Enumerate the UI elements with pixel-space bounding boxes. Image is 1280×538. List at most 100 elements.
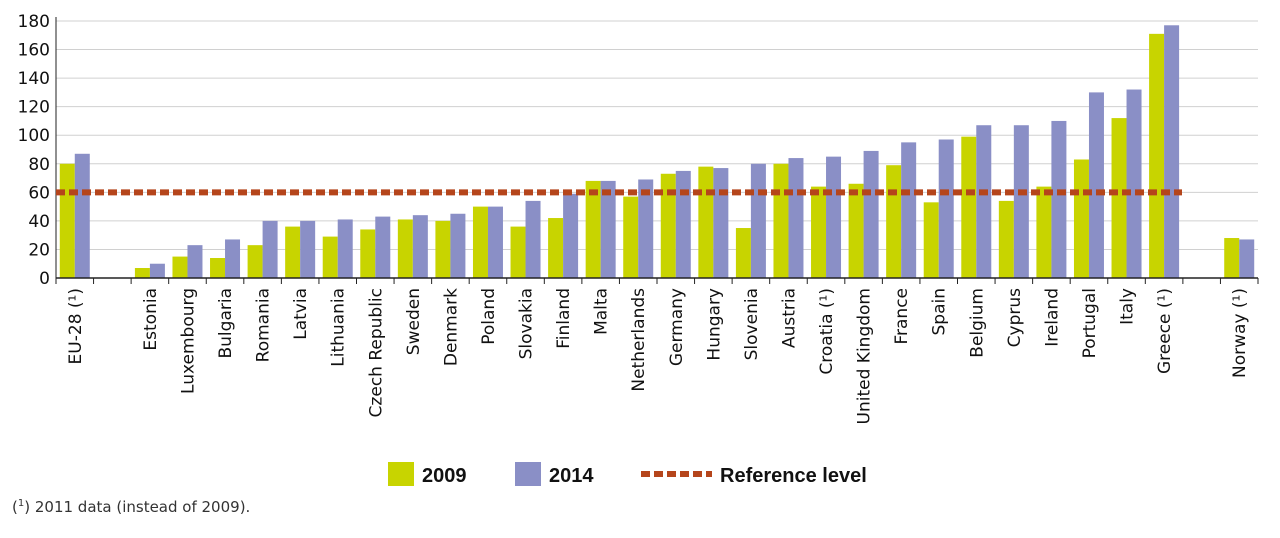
bar-2014 (1088, 92, 1104, 278)
bar-2014 (638, 179, 654, 278)
bar-2009 (886, 165, 902, 278)
x-tick-label: Slovenia (742, 288, 762, 360)
x-tick-label: Italy (1118, 288, 1138, 325)
x-tick-label: Poland (479, 288, 499, 345)
y-tick-label: 120 (18, 98, 50, 118)
bar-2009 (322, 236, 338, 278)
bar-2009 (1073, 159, 1089, 278)
bar-2009 (397, 219, 413, 278)
bar-2014 (901, 142, 917, 278)
bar-2009 (1111, 118, 1127, 278)
bar-2014 (412, 215, 428, 278)
y-tick-label: 100 (18, 126, 50, 146)
bar-2009 (435, 220, 451, 278)
bar-2009 (961, 136, 977, 278)
bar-2014 (525, 200, 541, 278)
y-tick-label: 20 (28, 240, 50, 260)
bar-2009 (1149, 33, 1165, 278)
legend-label-reference: Reference level (720, 465, 867, 487)
footnote: (1) 2011 data (instead of 2009). (12, 498, 251, 516)
bar-2014 (863, 150, 879, 278)
bar-2014 (187, 245, 203, 278)
bar-2009 (773, 163, 789, 278)
bar-2009 (510, 226, 526, 278)
x-tick-label: Denmark (441, 288, 461, 366)
bar-2014 (1051, 120, 1067, 278)
x-tick-label: Latvia (291, 288, 311, 340)
bar-2014 (487, 206, 503, 278)
bar-2014 (600, 180, 616, 278)
bar-2014 (938, 139, 954, 278)
bar-2009 (1036, 186, 1052, 278)
x-tick-label: Portugal (1080, 288, 1100, 358)
x-tick-label: Romania (254, 288, 274, 362)
legend-swatch-2009 (388, 462, 414, 486)
y-tick-label: 140 (18, 69, 50, 89)
x-tick-label: Hungary (704, 288, 724, 361)
x-tick-label: France (892, 288, 912, 345)
bar-2014 (74, 153, 90, 278)
x-tick-label: Greece (¹) (1155, 288, 1175, 374)
x-tick-label: Estonia (141, 288, 161, 351)
bar-2014 (337, 219, 353, 278)
bar-2009 (735, 228, 751, 278)
bar-2014 (450, 213, 466, 278)
x-tick-label: Czech Republic (366, 288, 386, 417)
bar-2014 (262, 220, 278, 278)
bar-2014 (149, 263, 165, 278)
bar-2009 (848, 183, 864, 278)
bar-2009 (134, 268, 150, 278)
bar-2014 (1239, 239, 1255, 278)
bar-2009 (1224, 238, 1240, 278)
bar-2014 (225, 239, 241, 278)
legend-label-2014: 2014 (549, 465, 594, 487)
bars (59, 25, 1255, 279)
x-axis: EU-28 (¹) Estonia Luxembourg Bulgaria Romani… (55, 277, 1259, 424)
y-tick-label: 80 (28, 155, 50, 175)
bar-2014 (713, 168, 729, 278)
bar-2009 (472, 206, 488, 278)
bar-2009 (360, 229, 376, 278)
x-tick-label: Luxembourg (178, 288, 198, 394)
footnote-text: 2011 data (instead of 2009). (30, 498, 251, 516)
bar-2009 (623, 196, 639, 278)
x-tick-label: Slovakia (517, 288, 537, 359)
x-tick-label: Cyprus (1005, 288, 1025, 347)
bar-2014 (675, 170, 691, 278)
x-tick-label: EU-28 (¹) (66, 288, 86, 364)
bar-2009 (811, 186, 827, 278)
x-tick-label: Malta (592, 288, 612, 335)
x-tick-label: Lithuania (329, 288, 349, 367)
x-tick-label: Croatia (¹) (817, 288, 837, 375)
bar-2014 (788, 158, 804, 278)
bar-2014 (976, 125, 992, 278)
bar-2009 (660, 173, 676, 278)
x-tick-label: Spain (930, 288, 950, 336)
bar-2014 (1126, 89, 1142, 279)
bar-2014 (1013, 125, 1029, 278)
bar-2009 (247, 245, 263, 278)
bar-2014 (826, 156, 842, 278)
x-tick-label: Finland (554, 288, 574, 349)
legend-swatch-2014 (515, 462, 541, 486)
x-tick-label: United Kingdom (855, 288, 875, 424)
x-tick-label: Germany (667, 288, 687, 366)
bar-2009 (585, 180, 601, 278)
bar-2014 (563, 193, 579, 278)
bar-2009 (172, 256, 188, 278)
x-tick-label: Ireland (1042, 288, 1062, 347)
legend: 2009 2014 Reference level (388, 462, 867, 487)
x-tick-label: Sweden (404, 288, 424, 355)
x-tick-label: Austria (779, 288, 799, 348)
bar-2009 (923, 202, 939, 278)
bar-2009 (998, 200, 1014, 278)
bar-2009 (285, 226, 301, 278)
y-tick-label: 160 (18, 41, 50, 61)
bar-2009 (548, 218, 564, 278)
bar-2014 (1164, 25, 1180, 279)
x-tick-label: Belgium (967, 288, 987, 358)
y-tick-label: 40 (28, 212, 50, 232)
bar-2009 (210, 258, 226, 278)
x-tick-label: Netherlands (629, 288, 649, 392)
